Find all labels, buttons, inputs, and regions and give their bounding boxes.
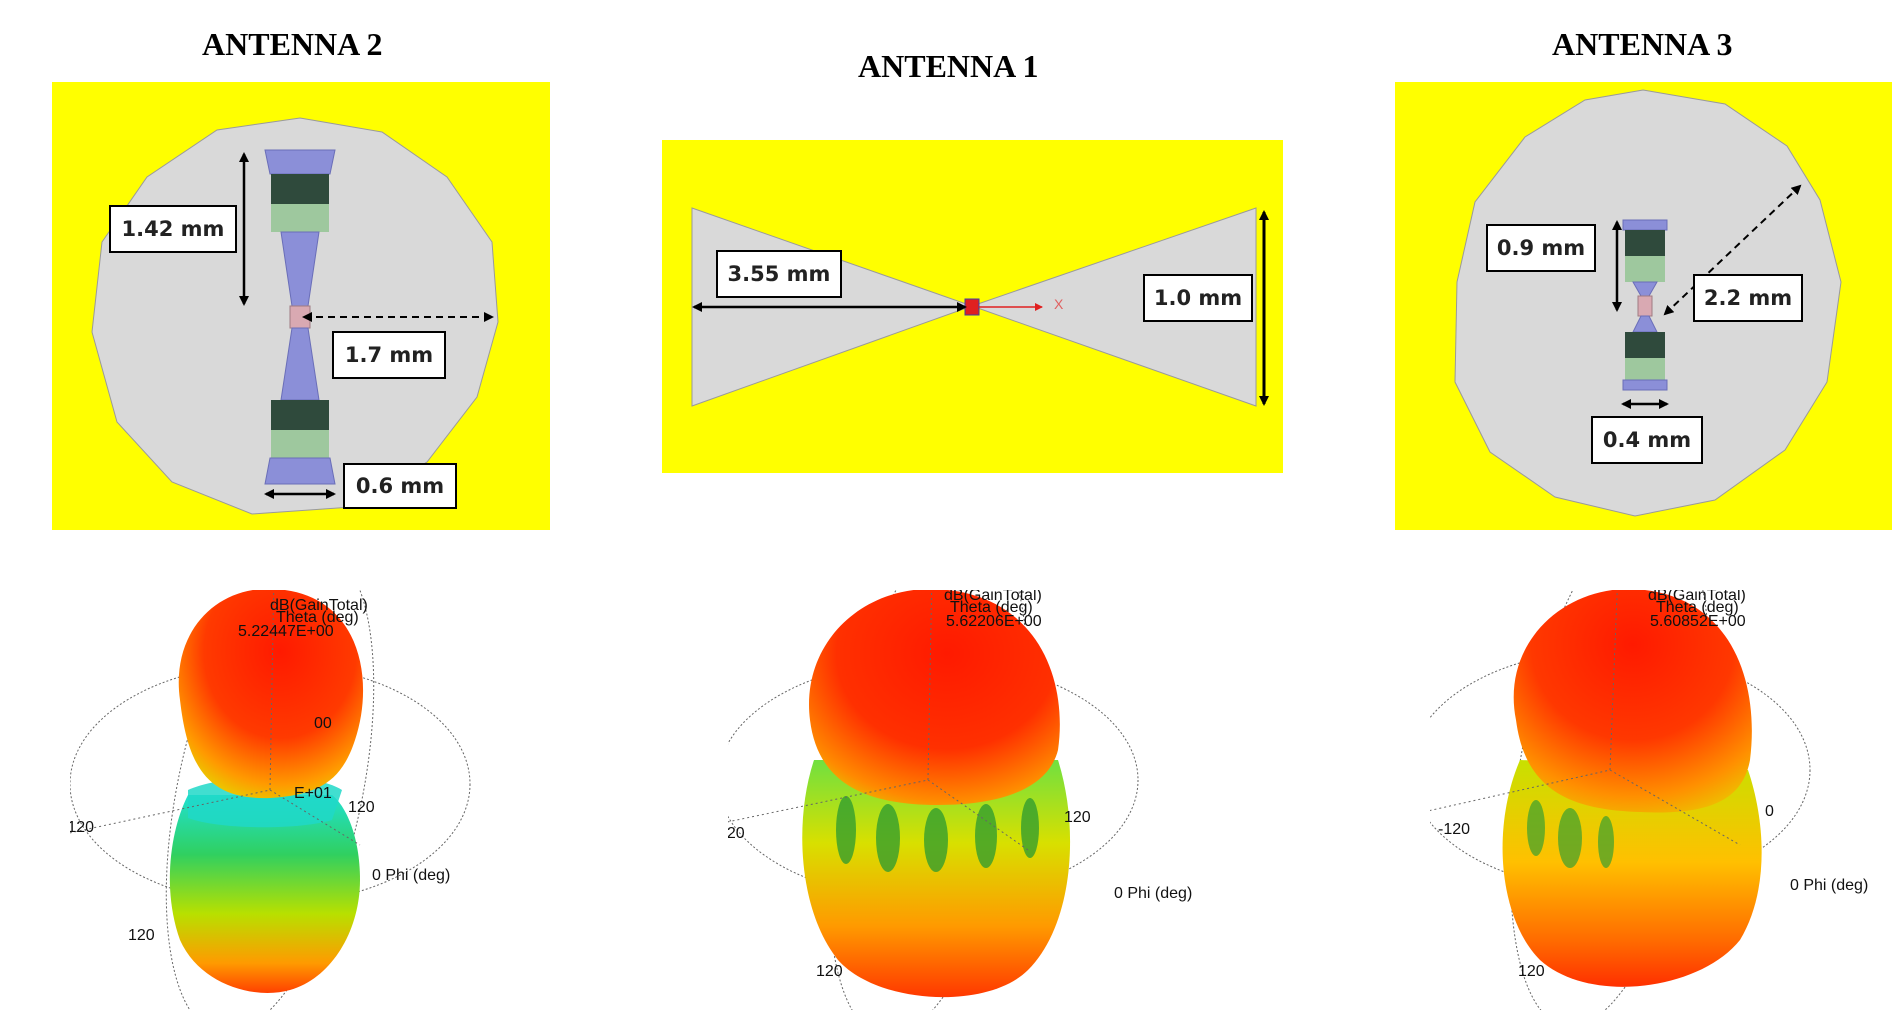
antenna2-pattern: dB(GainTotal) Theta (deg) 5.22447E+00 00… <box>70 590 550 1010</box>
phi-label: 0 Phi (deg) <box>1114 885 1192 902</box>
antenna3-layout: 0.9 mm 2.2 mm 0.4 mm <box>1395 82 1892 530</box>
antenna3-pattern-svg: dB(GainTotal) Theta (deg) 5.60852E+00 0 … <box>1430 590 1868 1010</box>
antenna2-title: ANTENNA 2 <box>202 26 383 62</box>
lower-lumped-dark <box>1625 332 1665 358</box>
nulls <box>836 796 1039 872</box>
bowtie-right-arm <box>970 207 1257 407</box>
upper-lobe <box>1513 590 1752 813</box>
feed-port <box>964 298 980 316</box>
antenna1-title: ANTENNA 1 <box>858 48 1039 84</box>
antenna3-title: ANTENNA 3 <box>1552 26 1733 62</box>
antenna2-layout: 1.42 mm 1.7 mm 0.6 mm <box>52 82 550 530</box>
max-gain-value: 5.60852E+00 <box>1650 613 1746 630</box>
min-gain-value: E+01 <box>294 785 332 802</box>
pattern-title: dB(GainTotal) <box>270 597 368 614</box>
antenna2-drawing <box>91 117 499 515</box>
tick-pos120: 120 <box>348 799 375 816</box>
theta-label: Theta (deg) <box>950 599 1033 616</box>
lower-lobe <box>802 760 1071 998</box>
tick-neg120: -120 <box>70 819 94 836</box>
mid-ring-label: 00 <box>314 715 332 732</box>
x-axis-label: X <box>1054 296 1064 312</box>
theta-label: Theta (deg) <box>276 609 359 626</box>
lower-trapezoid-cap <box>264 457 336 485</box>
antenna1-pattern-svg: dB(GainTotal) Theta (deg) 5.62206E+00 12… <box>728 590 1192 1010</box>
zero-tick: 0 <box>1765 803 1774 820</box>
antenna3-height-label: 0.9 mm <box>1486 224 1596 272</box>
antenna3-width-label: 0.4 mm <box>1591 416 1703 464</box>
pattern-title: dB(GainTotal) <box>944 590 1042 604</box>
lower-lumped-dark <box>271 400 329 430</box>
antenna3-pattern: dB(GainTotal) Theta (deg) 5.60852E+00 0 … <box>1430 590 1900 1010</box>
antenna2-radius-label: 1.7 mm <box>332 331 446 379</box>
upper-lobe <box>809 590 1060 805</box>
antenna3-radius-label: 2.2 mm <box>1693 274 1803 322</box>
tick-bottom120: 120 <box>816 963 843 980</box>
tick-bottom120: 120 <box>128 927 155 944</box>
lower-lobe <box>169 795 360 993</box>
upper-lumped-light <box>271 204 329 232</box>
nulls <box>1527 800 1614 868</box>
antenna1-pattern: dB(GainTotal) Theta (deg) 5.62206E+00 12… <box>728 590 1248 1010</box>
upper-lumped-dark <box>1625 230 1665 256</box>
pattern-title: dB(GainTotal) <box>1648 590 1746 604</box>
antenna2-pattern-svg: dB(GainTotal) Theta (deg) 5.22447E+00 00… <box>70 590 471 1010</box>
tick-pos120: 120 <box>1064 809 1091 826</box>
lower-lumped-light <box>1625 358 1665 380</box>
theta-label: Theta (deg) <box>1656 599 1739 616</box>
antenna1-layout: X 3.55 mm 1.0 mm <box>662 140 1283 473</box>
lower-cap <box>1622 379 1668 391</box>
antenna1-height-label: 1.0 mm <box>1143 274 1253 322</box>
antenna2-width-label: 0.6 mm <box>343 463 457 509</box>
tick-bottom120: 120 <box>1518 963 1545 980</box>
max-gain-value: 5.22447E+00 <box>238 623 334 640</box>
tick-neg120: -120 <box>1438 821 1470 838</box>
upper-lobe <box>178 590 364 799</box>
lower-lumped-light <box>271 430 329 458</box>
upper-lumped-dark <box>271 174 329 204</box>
antenna3-drawing <box>1454 89 1842 517</box>
upper-trapezoid-cap <box>264 149 336 175</box>
upper-lumped-light <box>1625 256 1665 282</box>
max-gain-value: 5.62206E+00 <box>946 613 1042 630</box>
antenna2-length-label: 1.42 mm <box>109 205 237 253</box>
tick-neg120: 120 <box>728 825 745 842</box>
feed-gap <box>1637 295 1653 317</box>
antenna1-arm-label: 3.55 mm <box>716 250 842 298</box>
phi-label: 0 Phi (deg) <box>1790 877 1868 894</box>
upper-cap <box>1622 219 1668 231</box>
phi-label: 0 Phi (deg) <box>372 867 450 884</box>
